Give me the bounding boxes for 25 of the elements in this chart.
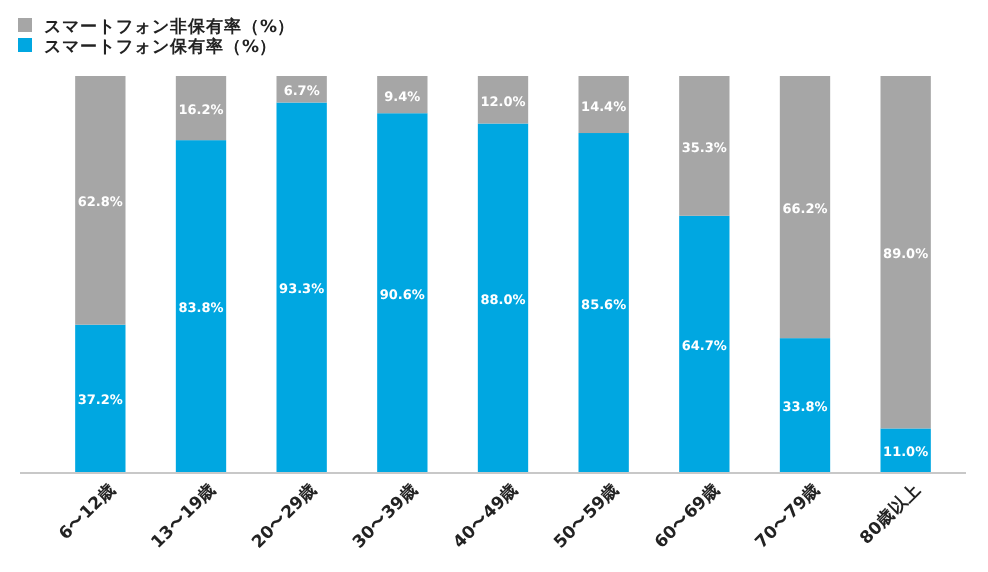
legend-label: スマートフォン非保有率（%）: [44, 16, 296, 38]
bar: [880, 76, 931, 429]
x-tick-label: 13〜19歳: [146, 478, 222, 554]
bar: [477, 123, 529, 472]
x-tick-label: 80歳以上: [855, 478, 926, 550]
bar: [779, 76, 831, 339]
x-tick-label: 40〜49歳: [448, 478, 524, 554]
bar: [377, 113, 428, 472]
bar: [175, 76, 227, 141]
bar: [75, 324, 126, 472]
bar: [779, 338, 831, 472]
bar: [679, 215, 730, 472]
bar: [578, 133, 629, 472]
bar: [276, 102, 327, 472]
bar: [578, 76, 629, 134]
x-tick-label: 20〜29歳: [247, 478, 322, 554]
bar: [175, 140, 227, 472]
x-tick-label: 30〜39歳: [348, 478, 423, 554]
x-tick-label: 50〜59歳: [549, 478, 624, 554]
legend-label: スマートフォン保有率（%）: [44, 36, 278, 58]
x-tick-label: 60〜69歳: [650, 478, 725, 554]
x-tick-label: 70〜79歳: [750, 478, 826, 554]
bar: [75, 76, 126, 325]
x-tick-label: 6〜12歳: [54, 478, 121, 545]
bar: [679, 76, 730, 216]
